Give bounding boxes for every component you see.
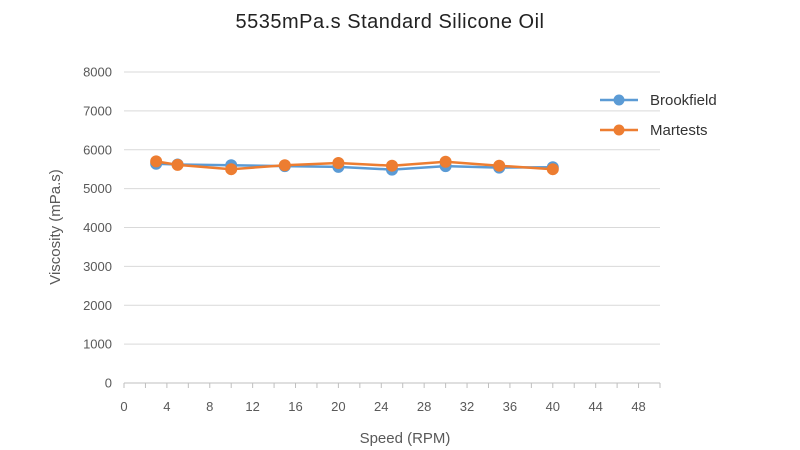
y-tick-label: 8000 xyxy=(83,65,112,80)
x-tick-labels: 0 4 8 12 16 20 24 28 32 36 40 44 48 xyxy=(120,399,645,414)
x-tick-label: 16 xyxy=(288,399,302,414)
y-axis-label: Viscosity (mPa.s) xyxy=(47,169,64,285)
y-tick-label: 6000 xyxy=(83,142,112,157)
legend-item-martests: Martests xyxy=(600,122,708,139)
legend-label: Martests xyxy=(650,122,708,139)
legend-marker xyxy=(613,94,625,106)
axes xyxy=(123,382,661,388)
x-tick-label: 8 xyxy=(206,399,213,414)
legend-marker xyxy=(613,124,625,136)
data-point xyxy=(150,155,163,168)
x-tick-label: 20 xyxy=(331,399,345,414)
x-tick-label: 48 xyxy=(631,399,645,414)
x-tick-label: 32 xyxy=(460,399,474,414)
y-tick-label: 5000 xyxy=(83,181,112,196)
legend-item-brookfield: Brookfield xyxy=(600,92,717,109)
y-tick-labels: 0 1000 2000 3000 4000 5000 6000 7000 8000 xyxy=(83,65,112,391)
y-tick-label: 1000 xyxy=(83,337,112,352)
series-lines xyxy=(150,155,559,176)
y-tick-label: 2000 xyxy=(83,298,112,313)
x-tick-label: 0 xyxy=(120,399,127,414)
y-tick-label: 4000 xyxy=(83,220,112,235)
legend-label: Brookfield xyxy=(650,92,717,109)
data-point xyxy=(386,159,398,172)
data-point xyxy=(225,163,238,176)
data-point xyxy=(171,158,184,171)
gridlines xyxy=(124,71,660,345)
x-tick-label: 36 xyxy=(503,399,517,414)
x-tick-label: 44 xyxy=(588,399,602,414)
x-tick-label: 12 xyxy=(245,399,259,414)
data-point xyxy=(332,156,345,169)
y-tick-label: 7000 xyxy=(83,103,112,118)
data-point xyxy=(439,155,452,168)
x-tick-label: 40 xyxy=(546,399,560,414)
chart-title: 5535mPa.s Standard Silicone Oil xyxy=(236,11,545,33)
x-tick-label: 4 xyxy=(163,399,170,414)
x-axis-label: Speed (RPM) xyxy=(360,430,451,447)
data-point xyxy=(546,163,559,176)
data-point xyxy=(493,159,506,172)
series-martests xyxy=(150,155,559,176)
x-tick-label: 28 xyxy=(417,399,431,414)
x-tick-label: 24 xyxy=(374,399,388,414)
y-tick-label: 0 xyxy=(105,376,112,391)
legend: Brookfield Martests xyxy=(600,92,717,139)
data-point xyxy=(278,159,291,172)
y-tick-label: 3000 xyxy=(83,259,112,274)
